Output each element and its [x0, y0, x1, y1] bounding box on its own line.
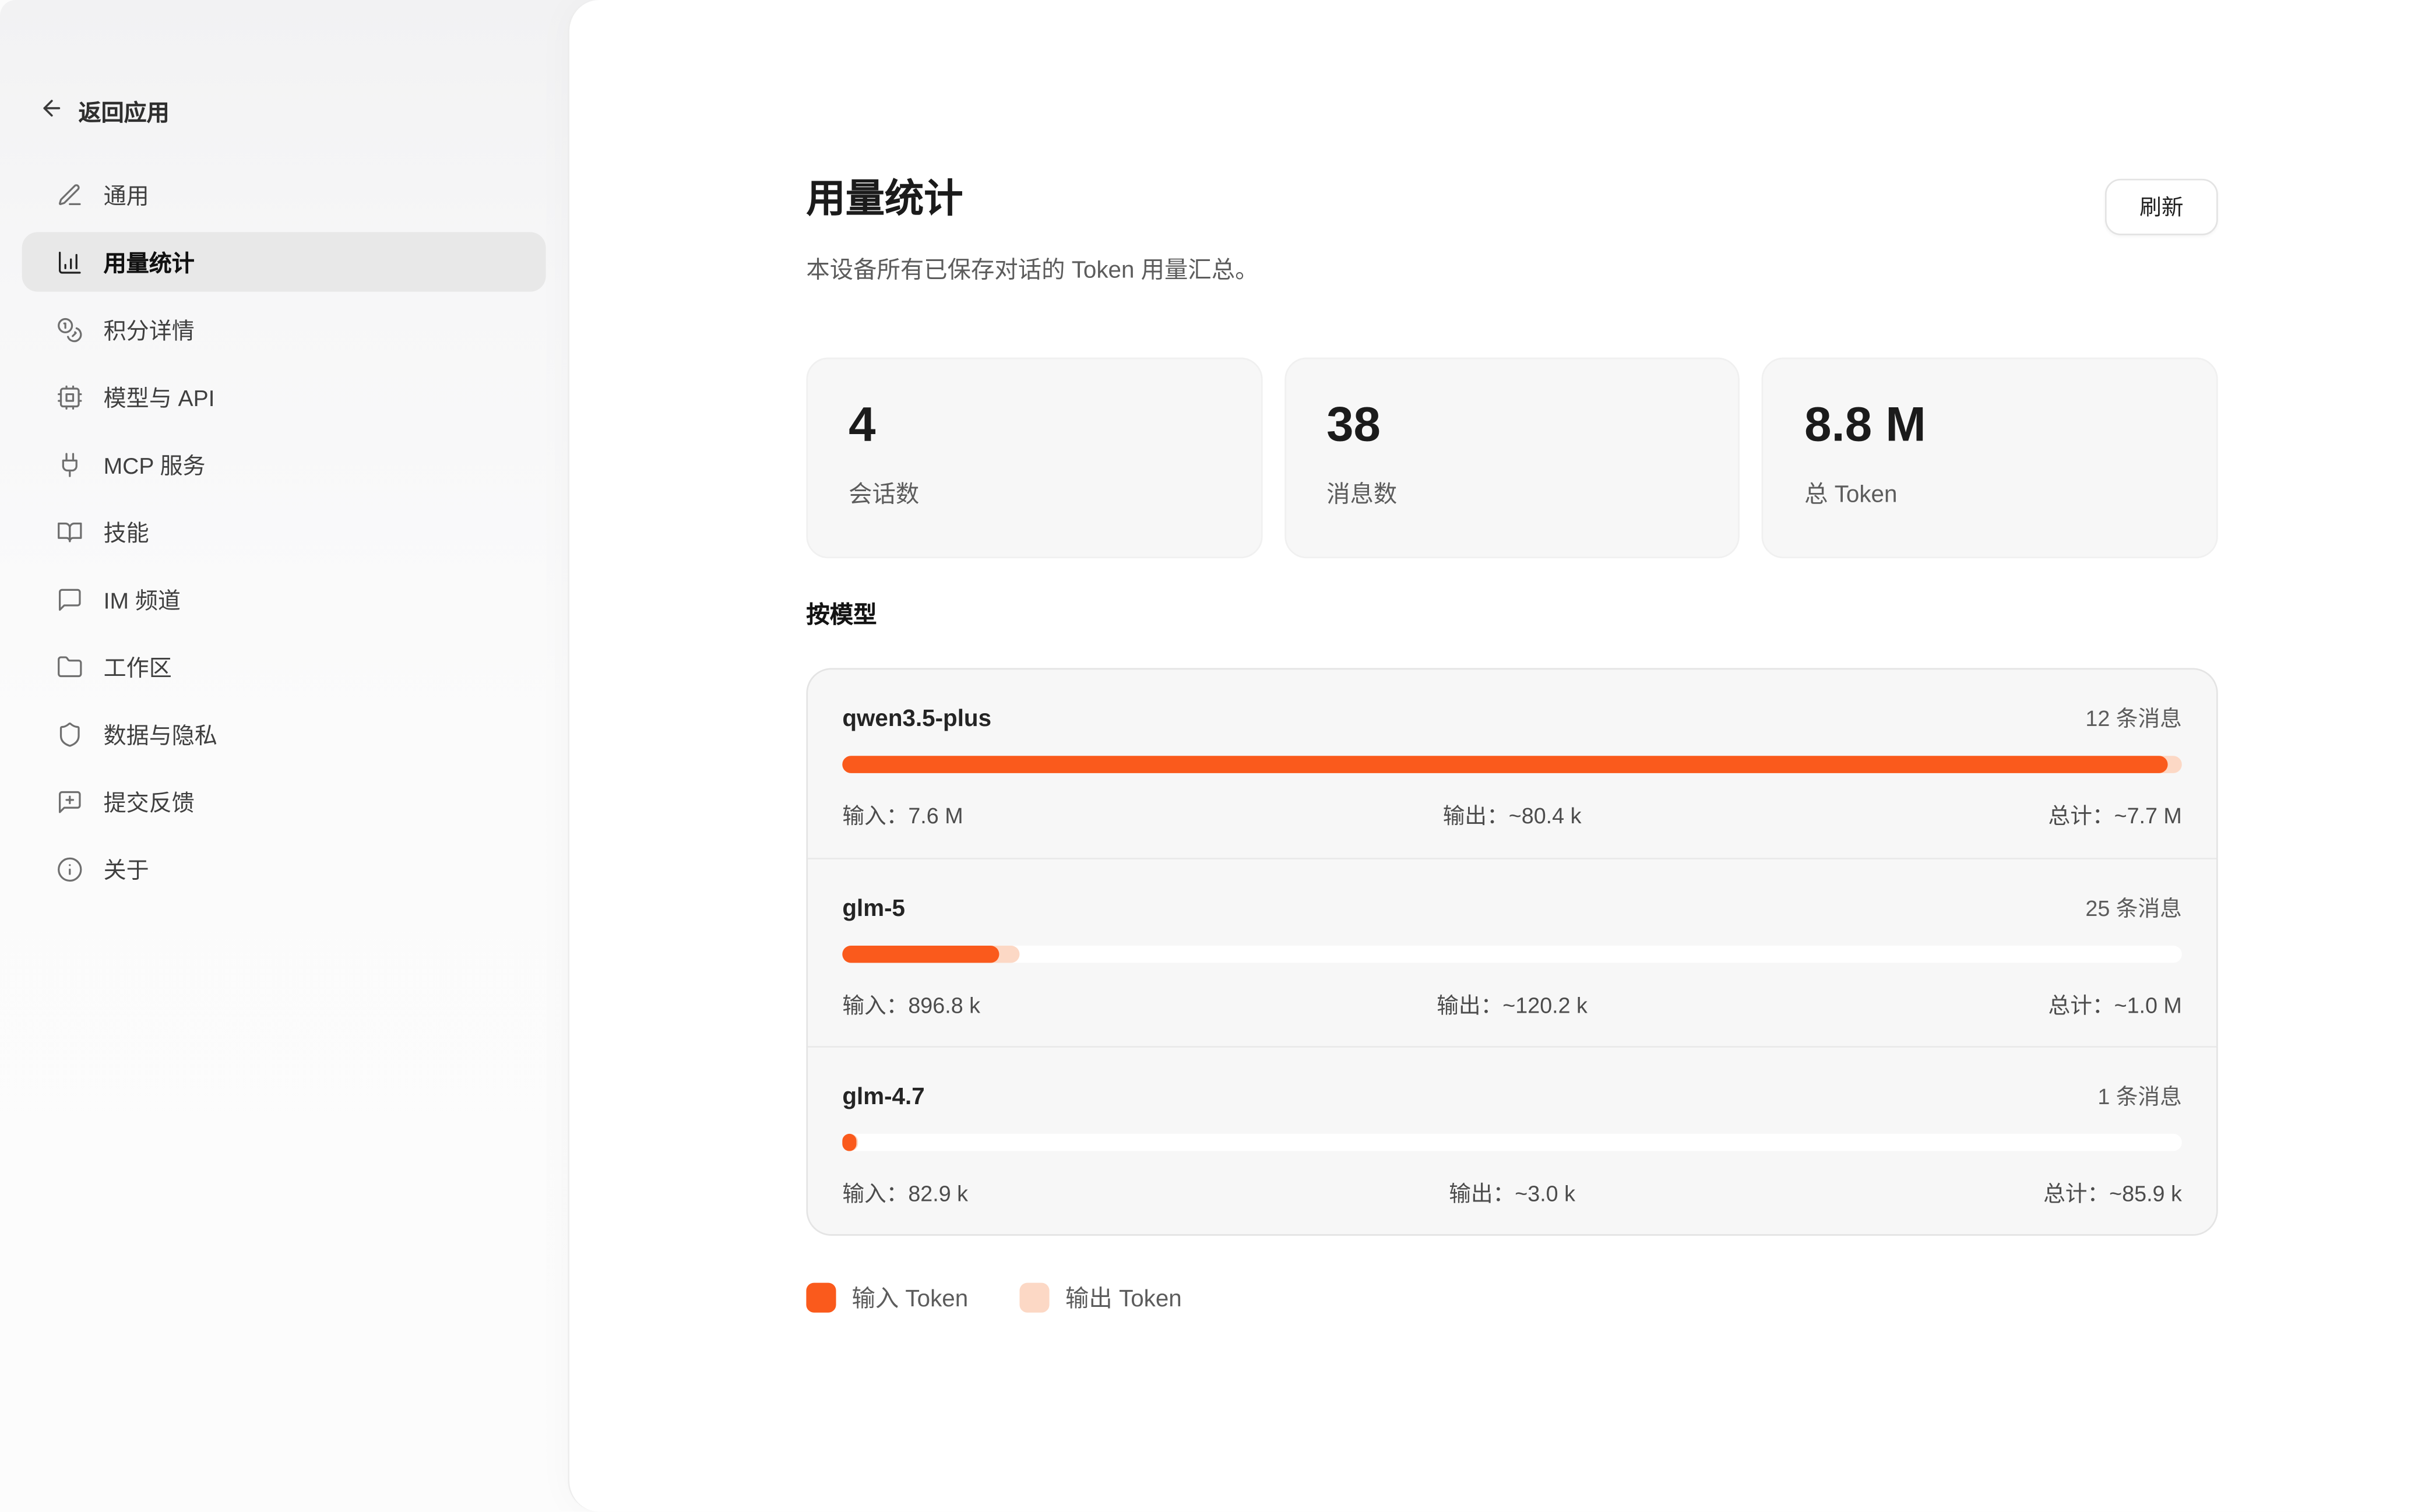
- shield-icon: [57, 721, 83, 748]
- input-token-bar-segment: [842, 756, 2168, 773]
- total-tokens-stat: 总计：~7.7 M: [2048, 803, 2182, 829]
- refresh-button[interactable]: 刷新: [2104, 178, 2218, 235]
- sidebar-item-about[interactable]: 关于: [22, 839, 546, 898]
- stat-card-sessions: 4 会话数: [806, 357, 1262, 559]
- cpu-icon: [57, 383, 83, 410]
- page-title: 用量统计: [806, 177, 963, 221]
- stat-value: 4: [849, 396, 876, 452]
- sidebar-item-label: 关于: [103, 858, 149, 884]
- sidebar-item-label: 工作区: [103, 656, 172, 682]
- model-row: glm-4.7 1 条消息 输入：82.9 k 输出：~3.0 k 总计：~85…: [808, 1046, 2217, 1234]
- sidebar-item-label: IM 频道: [103, 588, 181, 614]
- sidebar-item-label: 技能: [103, 521, 149, 547]
- output-tokens-stat: 输出：~3.0 k: [1449, 1180, 1575, 1206]
- sidebar-nav: 通用 用量统计 积分详情 模型与 API: [0, 165, 568, 899]
- model-message-count: 12 条消息: [2085, 706, 2182, 731]
- bar-chart-icon: [57, 249, 83, 276]
- input-tokens-stat: 输入：82.9 k: [842, 1180, 969, 1206]
- sidebar-item-general[interactable]: 通用: [22, 165, 546, 224]
- model-name: qwen3.5-plus: [842, 704, 992, 732]
- sidebar-item-label: 提交反馈: [103, 791, 195, 816]
- model-row: qwen3.5-plus 12 条消息 输入：7.6 M 输出：~80.4 k …: [808, 669, 2216, 858]
- sidebar-item-im-channels[interactable]: IM 频道: [22, 569, 546, 629]
- stat-label: 会话数: [849, 481, 920, 509]
- sidebar-item-skills[interactable]: 技能: [22, 502, 546, 561]
- sidebar-item-models-api[interactable]: 模型与 API: [22, 367, 546, 427]
- legend: 输入 Token 输出 Token: [806, 1281, 2218, 1314]
- model-message-count: 25 条消息: [2085, 895, 2182, 921]
- sidebar-item-feedback[interactable]: 提交反馈: [22, 771, 546, 831]
- stat-label: 总 Token: [1804, 481, 1898, 509]
- message-square-icon: [57, 586, 83, 612]
- sidebar-item-workspace[interactable]: 工作区: [22, 637, 546, 696]
- input-token-swatch: [806, 1282, 836, 1313]
- back-label: 返回应用: [78, 101, 170, 126]
- sidebar-item-label: 通用: [103, 184, 149, 210]
- back-button[interactable]: 返回应用: [0, 96, 568, 127]
- folder-icon: [57, 653, 83, 680]
- input-tokens-stat: 输入：896.8 k: [842, 992, 980, 1018]
- sidebar-item-data-privacy[interactable]: 数据与隐私: [22, 704, 546, 763]
- legend-label: 输入 Token: [851, 1285, 969, 1313]
- model-name: glm-4.7: [842, 1083, 925, 1110]
- page-subtitle: 本设备所有已保存对话的 Token 用量汇总。: [806, 257, 1259, 284]
- sidebar-item-label: 模型与 API: [103, 386, 215, 412]
- total-tokens-stat: 总计：~1.0 M: [2048, 992, 2182, 1018]
- model-name: glm-5: [842, 894, 906, 922]
- book-open-icon: [57, 519, 83, 545]
- arrow-left-icon: [39, 96, 64, 127]
- model-usage-card: qwen3.5-plus 12 条消息 输入：7.6 M 输出：~80.4 k …: [806, 668, 2218, 1236]
- stat-value: 38: [1326, 396, 1381, 452]
- input-token-bar-segment: [842, 1133, 857, 1151]
- legend-item-output: 输出 Token: [1019, 1281, 1182, 1314]
- stat-label: 消息数: [1326, 481, 1398, 509]
- stat-card-messages: 38 消息数: [1284, 357, 1740, 559]
- main-panel: 用量统计 本设备所有已保存对话的 Token 用量汇总。 刷新 4 会话数 38…: [568, 0, 2425, 1512]
- by-model-heading: 按模型: [806, 602, 877, 629]
- message-square-plus-icon: [57, 788, 83, 815]
- sidebar-item-credits[interactable]: 积分详情: [22, 299, 546, 359]
- model-row: glm-5 25 条消息 输入：896.8 k 输出：~120.2 k 总计：~…: [808, 858, 2217, 1046]
- info-icon: [57, 855, 83, 882]
- token-usage-bar: [842, 945, 2182, 963]
- stat-value: 8.8 M: [1804, 396, 1926, 452]
- usage-stats-page: 用量统计 本设备所有已保存对话的 Token 用量汇总。 刷新 4 会话数 38…: [806, 0, 2218, 1314]
- legend-item-input: 输入 Token: [806, 1281, 968, 1314]
- sidebar-item-usage-stats[interactable]: 用量统计: [22, 232, 546, 292]
- total-tokens-stat: 总计：~85.9 k: [2043, 1180, 2182, 1206]
- pen-icon: [57, 181, 83, 208]
- page-header: 用量统计 本设备所有已保存对话的 Token 用量汇总。 刷新: [806, 175, 2218, 285]
- sidebar: 返回应用 通用 用量统计 积分详情: [0, 0, 568, 1512]
- input-token-bar-segment: [842, 945, 999, 963]
- sidebar-item-label: MCP 服务: [103, 454, 206, 480]
- coins-icon: [57, 316, 83, 343]
- legend-label: 输出 Token: [1065, 1285, 1182, 1313]
- token-usage-bar: [842, 1133, 2182, 1151]
- sidebar-item-mcp[interactable]: MCP 服务: [22, 435, 546, 494]
- output-token-swatch: [1019, 1282, 1050, 1313]
- stat-card-total-tokens: 8.8 M 总 Token: [1762, 357, 2218, 559]
- plug-icon: [57, 451, 83, 478]
- token-usage-bar: [842, 756, 2182, 773]
- model-message-count: 1 条消息: [2097, 1083, 2182, 1109]
- sidebar-item-label: 积分详情: [103, 319, 195, 344]
- output-tokens-stat: 输出：~80.4 k: [1442, 803, 1582, 829]
- input-tokens-stat: 输入：7.6 M: [842, 803, 963, 829]
- output-tokens-stat: 输出：~120.2 k: [1437, 992, 1588, 1018]
- summary-stats: 4 会话数 38 消息数 8.8 M 总 Token: [806, 357, 2218, 559]
- sidebar-item-label: 用量统计: [103, 251, 195, 277]
- sidebar-item-label: 数据与隐私: [103, 724, 217, 749]
